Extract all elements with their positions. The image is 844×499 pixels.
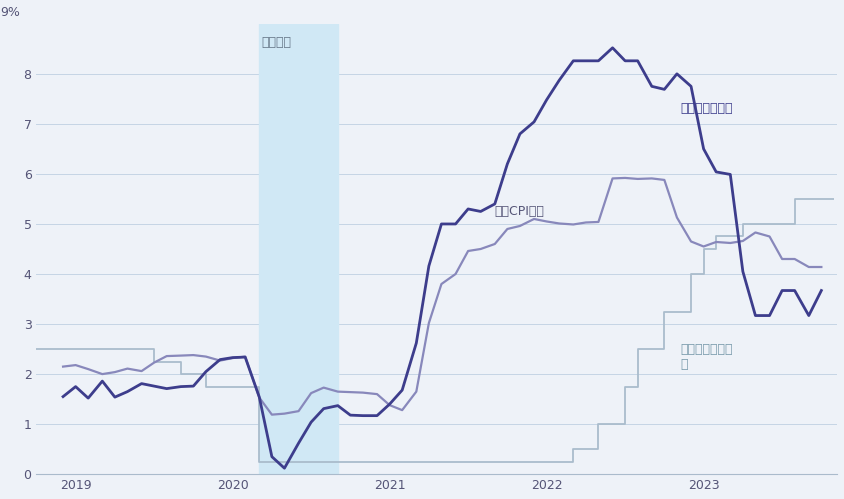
Text: 9%: 9% [0,6,20,19]
Text: 经济衰退: 经济衰退 [261,36,291,49]
Text: 核心CPI通胀: 核心CPI通胀 [495,205,544,218]
Text: 联邦基金目标利
率: 联邦基金目标利 率 [680,343,733,371]
Bar [259,24,338,474]
Text: 消费者物价指数: 消费者物价指数 [680,102,733,115]
